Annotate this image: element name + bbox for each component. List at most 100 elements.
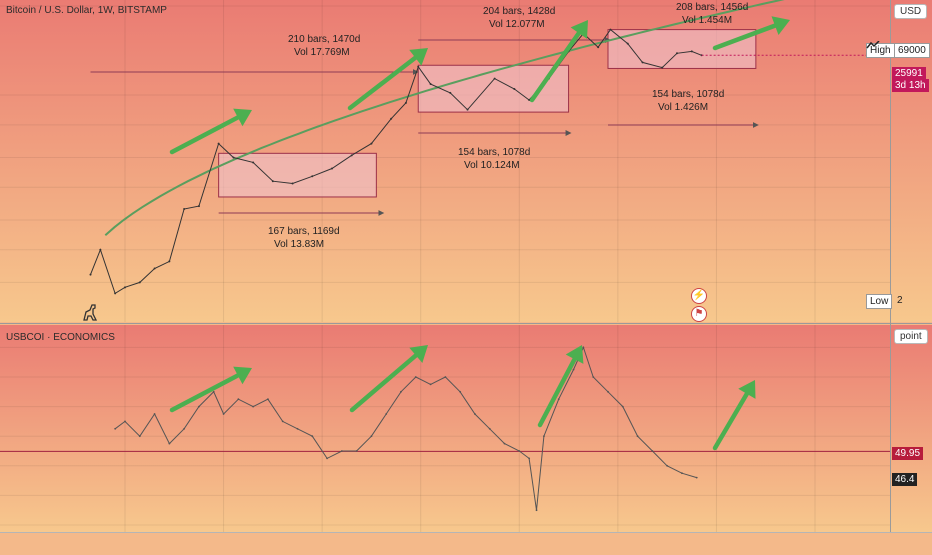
log-curve — [104, 0, 785, 236]
annotation-bars: 210 bars, 1470d — [288, 34, 361, 45]
range-annotation: 204 bars, 1428d Vol 12.077M — [483, 5, 555, 31]
price-point — [114, 292, 117, 295]
trend-arrow-shaft — [537, 356, 577, 428]
indicator-point — [168, 442, 171, 445]
price-point — [626, 42, 629, 45]
current-price-tag: 25991 — [892, 67, 926, 80]
indicator-point — [138, 435, 141, 438]
price-point — [676, 52, 678, 55]
annotation-bars: 208 bars, 1456d — [676, 2, 749, 13]
current-indicator-tag: 46.4 — [892, 473, 918, 486]
trend-arrow-head — [771, 16, 790, 35]
indicator-point — [695, 476, 698, 479]
trend-arrow-head — [570, 20, 588, 39]
flag-icon[interactable]: ⚑ — [691, 306, 707, 322]
price-point — [690, 50, 693, 53]
indicator-point — [183, 427, 186, 430]
indicator-point — [370, 435, 373, 438]
trend-arrow-shaft — [169, 115, 241, 155]
price-point — [232, 156, 235, 159]
indicator-point — [252, 405, 255, 408]
indicator-point — [666, 464, 669, 467]
indicator-point — [444, 376, 447, 378]
annotation-bars: 154 bars, 1078d — [458, 147, 531, 158]
indicator-point — [535, 509, 538, 512]
price-point — [429, 83, 432, 86]
trend-arrow-head — [233, 108, 252, 127]
indicator-point — [621, 405, 624, 408]
price-point — [331, 167, 333, 170]
trend-arrow-head — [409, 48, 428, 66]
range-annotation: 154 bars, 1078d Vol 1.426M — [652, 88, 724, 114]
range-annotation: 154 bars, 1078d Vol 10.124M — [458, 146, 530, 172]
low-label: Low — [866, 294, 893, 309]
price-point — [466, 108, 469, 111]
trend-arrow-shaft — [349, 353, 419, 413]
indicator-series — [0, 346, 890, 512]
annotation-bars: 204 bars, 1428d — [483, 6, 556, 17]
price-point — [217, 142, 220, 145]
price-point — [370, 142, 373, 145]
low-value: 2 — [897, 295, 903, 306]
indicator-point — [503, 442, 506, 445]
indicator-point — [114, 427, 117, 430]
price-point — [153, 267, 156, 270]
indicator-point — [124, 420, 126, 423]
indicator-point — [198, 405, 200, 408]
indicator-point — [385, 413, 388, 415]
high-value: 69000 — [894, 43, 930, 58]
range-annotation: 210 bars, 1470d Vol 17.769M — [288, 33, 360, 59]
trend-arrow-shaft — [169, 373, 241, 413]
indicator-point — [281, 420, 284, 423]
indicator-axis-bg — [890, 325, 932, 532]
annotation-volume: Vol 1.426M — [658, 102, 709, 113]
range-annotation: 208 bars, 1456d Vol 1.454M — [676, 1, 748, 27]
price-point — [138, 281, 141, 284]
price-point — [197, 205, 200, 208]
chart-type-icon[interactable] — [866, 36, 880, 49]
annotation-volume: Vol 17.769M — [294, 47, 350, 58]
indicator-unit-button[interactable]: point — [894, 329, 928, 344]
price-point — [311, 175, 314, 178]
trend-arrow-head — [233, 366, 252, 385]
price-point — [99, 248, 102, 251]
indicator-point — [518, 450, 521, 452]
price-point — [168, 260, 171, 263]
indicator-point — [592, 376, 595, 378]
trend-arrow-shaft — [347, 55, 418, 111]
indicator-point — [557, 398, 560, 401]
price-point — [350, 154, 353, 157]
price-point — [390, 117, 393, 120]
indicator-pane-bg — [0, 325, 890, 532]
range-box — [417, 64, 570, 113]
price-point — [404, 101, 407, 104]
trend-arrow-shaft — [712, 391, 750, 451]
trend-arrows — [169, 16, 790, 451]
countdown-tag: 3d 13h — [892, 79, 929, 92]
indicator-point — [636, 435, 639, 438]
indicator-point — [355, 450, 358, 452]
dinosaur-icon — [80, 302, 100, 322]
indicator-point — [528, 457, 531, 460]
indicator-point — [582, 346, 585, 349]
indicator-point — [681, 472, 683, 475]
lightning-icon[interactable]: ⚡ — [691, 288, 707, 304]
indicator-point — [326, 457, 328, 460]
price-point — [291, 182, 294, 185]
range-annotation: 167 bars, 1169d Vol 13.83M — [268, 225, 340, 251]
currency-button[interactable]: USD — [894, 4, 928, 19]
range-box — [607, 29, 757, 69]
indicator-point — [651, 450, 654, 452]
trend-arrow-shaft — [529, 30, 582, 103]
price-point — [124, 286, 126, 289]
indicator-point — [607, 390, 609, 393]
annotation-volume: Vol 1.454M — [682, 15, 733, 26]
annotation-bars: 167 bars, 1169d — [268, 226, 340, 237]
price-pane-bg — [0, 0, 890, 322]
price-point — [609, 28, 612, 31]
price-point — [661, 66, 664, 69]
indicator-point — [459, 390, 462, 393]
indicator-point — [400, 390, 402, 393]
indicator-point — [153, 413, 156, 415]
